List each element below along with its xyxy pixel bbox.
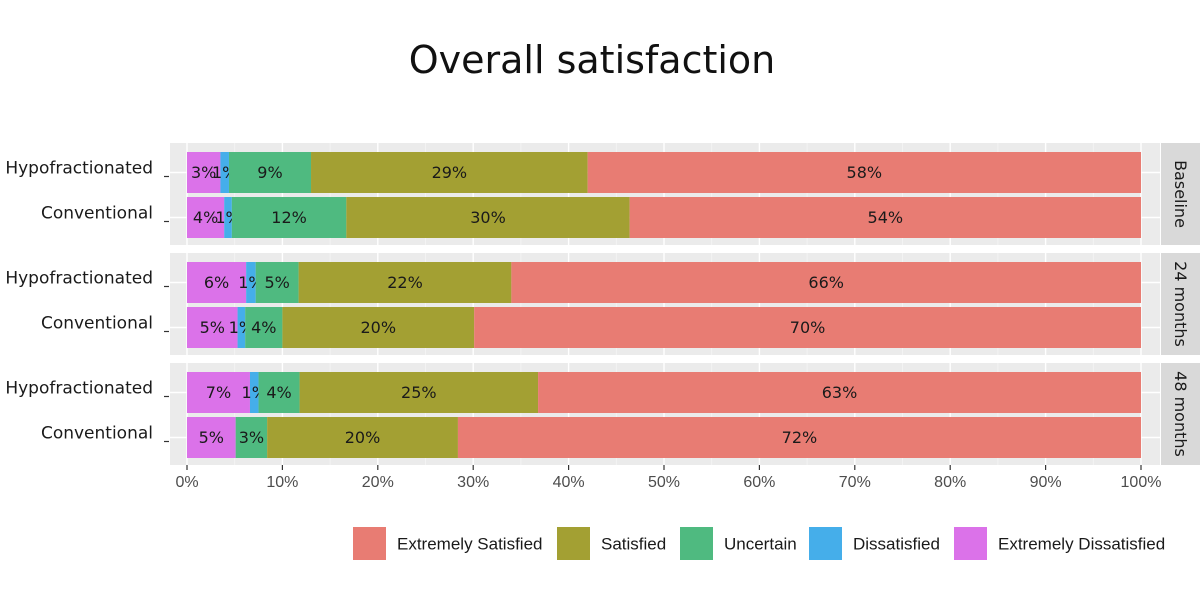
data-label: 66%: [808, 273, 844, 292]
data-label: 4%: [193, 208, 218, 227]
facet-strip-label: 48 months: [1171, 371, 1190, 457]
data-label: 3%: [239, 428, 264, 447]
data-label: 5%: [264, 273, 289, 292]
bar-segment-uncertain: [245, 307, 283, 348]
legend: Extremely Satisfied Satisfied Uncertain Dis…: [353, 527, 1165, 560]
bar-segment-uncertain: [235, 417, 268, 458]
y-tick-label-hypofractionated: Hypofractionated: [5, 159, 153, 179]
bar-segment-satisfied: [267, 417, 458, 458]
bar-segment-extremely-satisfied: [474, 307, 1141, 348]
data-label: 7%: [206, 383, 231, 402]
legend-label-uncertain: Uncertain: [724, 535, 797, 554]
data-label: 30%: [470, 208, 506, 227]
facet-strip: [1161, 363, 1200, 465]
facet-strip-label: 24 months: [1171, 261, 1190, 347]
x-tick-label: 20%: [362, 474, 394, 491]
legend-label-extremely-dissatisfied: Extremely Dissatisfied: [998, 535, 1165, 554]
x-tick-label: 100%: [1121, 474, 1162, 491]
legend-label-extremely-satisfied: Extremely Satisfied: [397, 535, 543, 554]
legend-swatch-satisfied: [557, 527, 590, 560]
legend-label-dissatisfied: Dissatisfied: [853, 535, 940, 554]
chart-title: Overall satisfaction: [409, 38, 776, 82]
bar-segment-extremely-dissatisfied: [187, 372, 250, 413]
bar-segment-uncertain: [231, 197, 347, 238]
bar-segment-uncertain: [228, 152, 312, 193]
data-label: 20%: [360, 318, 396, 337]
y-tick-label-conventional: Conventional: [41, 314, 153, 334]
bar-segment-extremely-dissatisfied: [187, 262, 247, 303]
y-tick-label-hypofractionated: Hypofractionated: [5, 379, 153, 399]
facet-strip: [1161, 143, 1200, 245]
bar-segment-extremely-dissatisfied: [187, 417, 236, 458]
bar-segment-extremely-dissatisfied: [187, 307, 238, 348]
x-tick-label: 30%: [457, 474, 489, 491]
data-label: 72%: [782, 428, 818, 447]
data-label: 6%: [204, 273, 229, 292]
bar-segment-extremely-satisfied: [511, 262, 1141, 303]
y-tick-label-hypofractionated: Hypofractionated: [5, 269, 153, 289]
x-tick-label: 80%: [934, 474, 966, 491]
x-tick-label: 70%: [839, 474, 871, 491]
legend-swatch-extremely-satisfied: [353, 527, 386, 560]
data-label: 20%: [345, 428, 381, 447]
bar-segment-satisfied: [299, 372, 539, 413]
bar-segment-extremely-dissatisfied: [187, 197, 225, 238]
legend-label-satisfied: Satisfied: [601, 535, 666, 554]
bar-segment-extremely-satisfied: [629, 197, 1141, 238]
legend-swatch-extremely-dissatisfied: [954, 527, 987, 560]
bar-segment-dissatisfied: [224, 197, 232, 238]
x-tick-label: 0%: [175, 474, 198, 491]
bar-segment-uncertain: [258, 372, 300, 413]
x-tick-label: 10%: [266, 474, 298, 491]
data-label: 29%: [432, 163, 468, 182]
bar-segment-dissatisfied: [249, 372, 259, 413]
facet-strip: [1161, 253, 1200, 355]
x-tick-label: 90%: [1030, 474, 1062, 491]
bar-segment-satisfied: [311, 152, 588, 193]
data-label: 25%: [401, 383, 437, 402]
data-label: 3%: [191, 163, 216, 182]
legend-swatch-dissatisfied: [809, 527, 842, 560]
y-tick-label-conventional: Conventional: [41, 424, 153, 444]
x-tick-label: 60%: [743, 474, 775, 491]
bar-segment-extremely-satisfied: [457, 417, 1141, 458]
bar-segment-dissatisfied: [237, 307, 246, 348]
data-label: 54%: [868, 208, 904, 227]
data-label: 9%: [257, 163, 282, 182]
data-label: 63%: [822, 383, 858, 402]
data-label: 5%: [200, 318, 225, 337]
data-label: 12%: [271, 208, 307, 227]
y-tick-label-conventional: Conventional: [41, 204, 153, 224]
data-label: 4%: [266, 383, 291, 402]
bar-segment-dissatisfied: [246, 262, 256, 303]
data-label: 70%: [790, 318, 826, 337]
data-label: 5%: [199, 428, 224, 447]
bar-segment-extremely-satisfied: [538, 372, 1141, 413]
x-tick-label: 50%: [648, 474, 680, 491]
bar-segment-satisfied: [298, 262, 512, 303]
bar-segment-extremely-dissatisfied: [187, 152, 221, 193]
x-tick-label: 40%: [553, 474, 585, 491]
data-label: 58%: [847, 163, 883, 182]
bar-segment-extremely-satisfied: [587, 152, 1141, 193]
data-label: 22%: [387, 273, 423, 292]
bar-segment-satisfied: [346, 197, 630, 238]
bar-segment-uncertain: [255, 262, 299, 303]
facet-strip-label: Baseline: [1171, 160, 1190, 228]
bar-segment-satisfied: [282, 307, 475, 348]
bar-segment-dissatisfied: [220, 152, 229, 193]
legend-swatch-uncertain: [680, 527, 713, 560]
data-label: 4%: [251, 318, 276, 337]
